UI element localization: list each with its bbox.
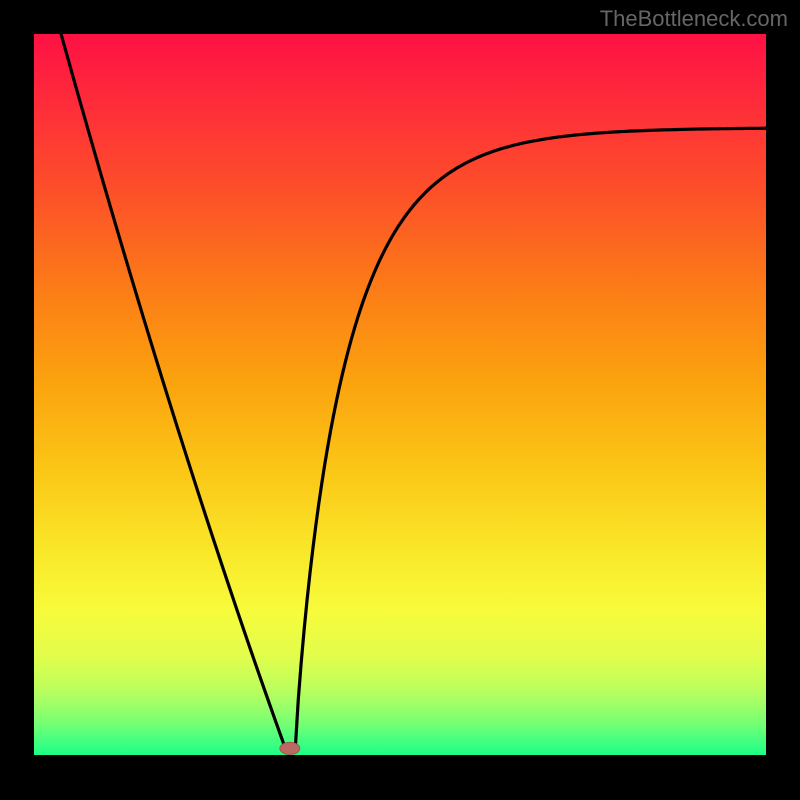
watermark-text: TheBottleneck.com — [600, 6, 788, 32]
curve-right-branch — [295, 128, 766, 747]
curve-layer — [34, 34, 766, 766]
dip-marker — [280, 742, 300, 754]
plot-area — [34, 34, 766, 766]
chart-container: TheBottleneck.com — [0, 0, 800, 800]
curve-left-branch — [61, 34, 285, 748]
